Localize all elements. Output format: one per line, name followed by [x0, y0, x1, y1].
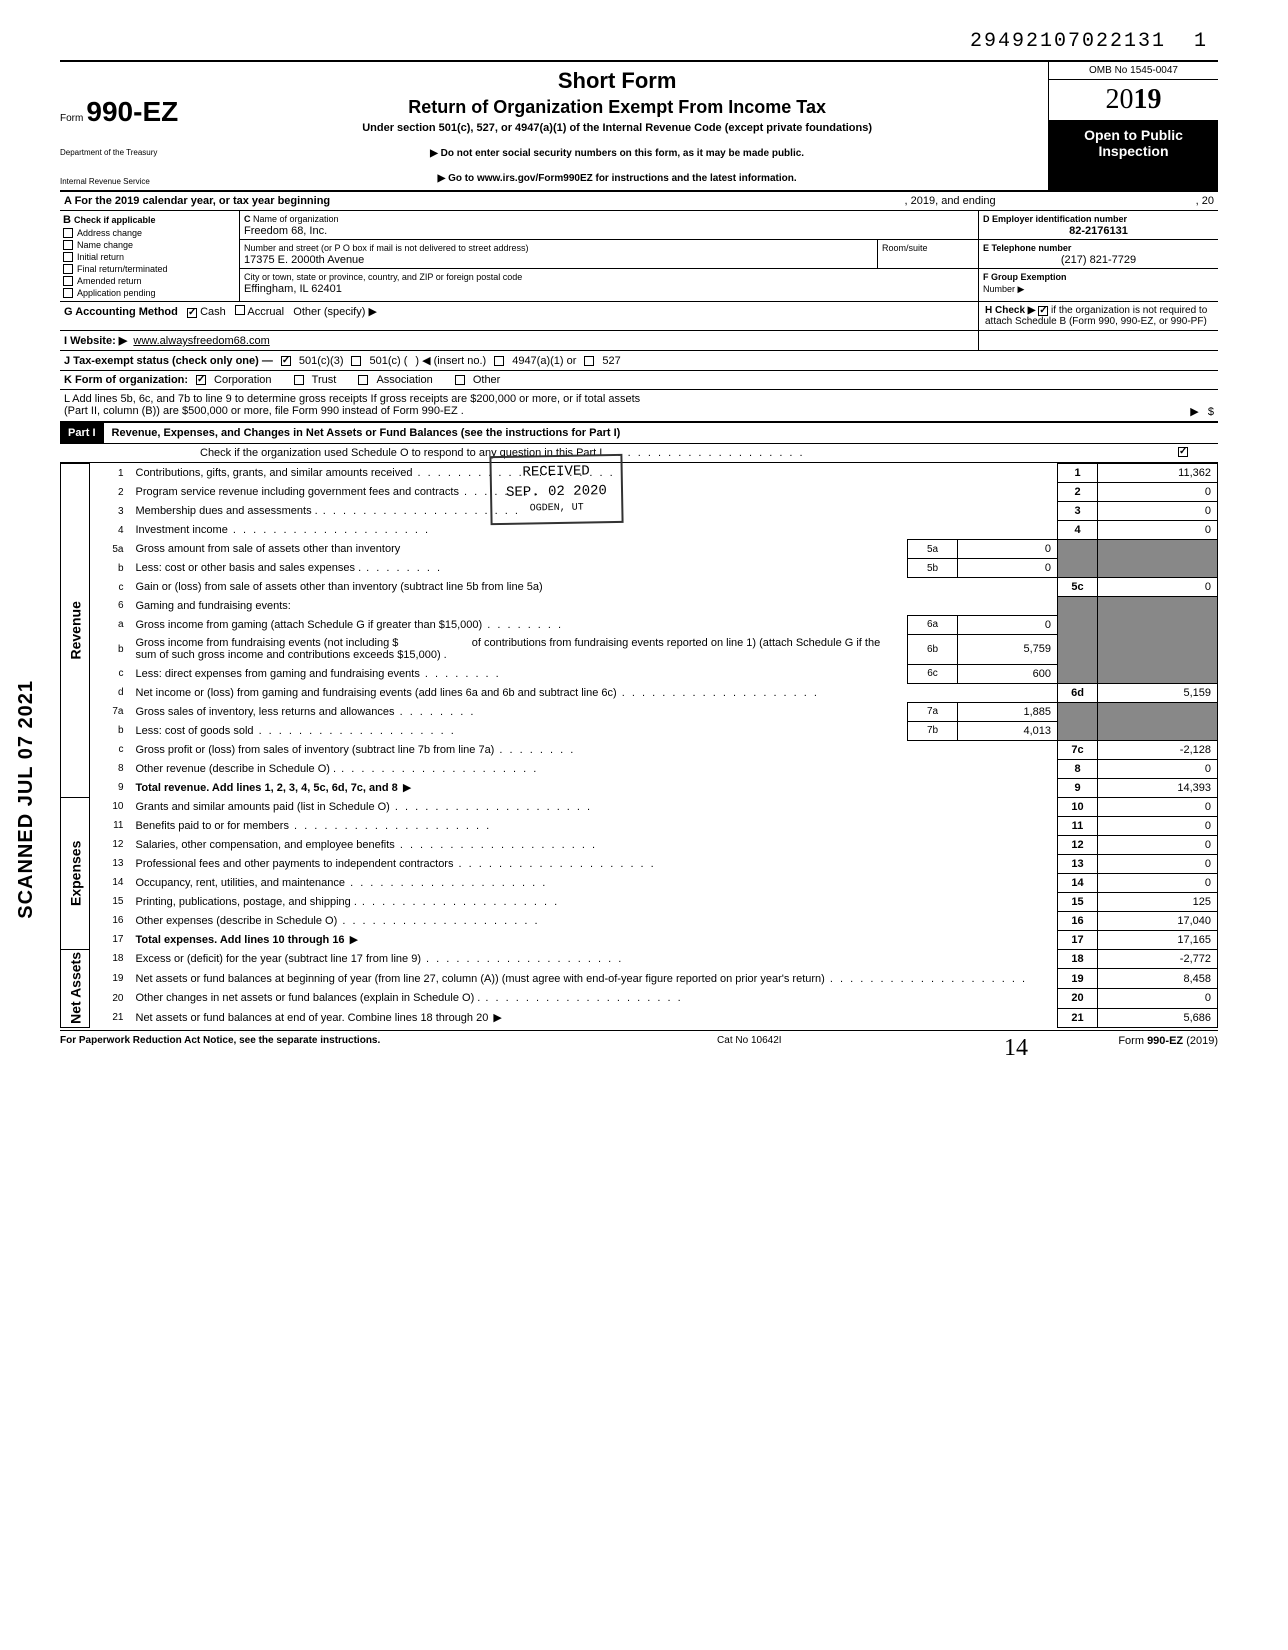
form-label: Form — [60, 113, 83, 124]
line-6a-amt: 0 — [958, 615, 1058, 634]
goto-url: ▶ Go to www.irs.gov/Form990EZ for instru… — [196, 173, 1038, 184]
telephone: (217) 821-7729 — [983, 254, 1214, 266]
received-stamp: RECEIVED SEP. 02 2020 OGDEN, UT — [489, 454, 623, 525]
revenue-label: Revenue — [61, 464, 90, 798]
expenses-label: Expenses — [61, 797, 90, 949]
dept-irs: Internal Revenue Service — [60, 177, 178, 186]
city-state-zip: Effingham, IL 62401 — [244, 283, 342, 295]
cb-accrual[interactable] — [235, 305, 245, 315]
cb-501c3[interactable] — [281, 356, 291, 366]
line-4-amt: 0 — [1098, 521, 1218, 540]
part-1-header: Part I Revenue, Expenses, and Changes in… — [60, 423, 1218, 444]
line-3-amt: 0 — [1098, 502, 1218, 521]
form-header: Form 990-EZ Department of the Treasury I… — [60, 60, 1218, 192]
form-number: 990-EZ — [86, 96, 178, 127]
page-number: 29492107022131 1 — [970, 30, 1208, 53]
row-a-calendar-year: A For the 2019 calendar year, or tax yea… — [60, 192, 1218, 211]
line-7c-amt: -2,128 — [1098, 740, 1218, 759]
ein: 82-2176131 — [983, 225, 1214, 237]
line-17-amt: 17,165 — [1098, 930, 1218, 949]
line-11-amt: 0 — [1098, 816, 1218, 835]
open-to-public: Open to Public Inspection — [1049, 121, 1218, 190]
cb-schedule-b[interactable] — [1038, 306, 1048, 316]
net-assets-label: Net Assets — [61, 949, 90, 1028]
cb-address-change[interactable]: Address change — [63, 228, 236, 238]
line-9-amt: 14,393 — [1098, 778, 1218, 797]
line-10-amt: 0 — [1098, 797, 1218, 816]
org-name: Freedom 68, Inc. — [244, 225, 327, 237]
ssn-warning: ▶ Do not enter social security numbers o… — [196, 148, 1038, 159]
line-13-amt: 0 — [1098, 854, 1218, 873]
line-6b-amt: 5,759 — [958, 634, 1058, 664]
line-19-amt: 8,458 — [1098, 969, 1218, 989]
row-i-website: I Website: ▶ www.alwaysfreedom68.com — [60, 331, 978, 350]
line-12-amt: 0 — [1098, 835, 1218, 854]
line-14-amt: 0 — [1098, 873, 1218, 892]
line-18-amt: -2,772 — [1098, 949, 1218, 969]
cb-501c[interactable] — [351, 356, 361, 366]
scanned-stamp: SCANNED JUL 07 2021 — [15, 680, 38, 919]
line-15-amt: 125 — [1098, 892, 1218, 911]
line-5b-amt: 0 — [958, 559, 1058, 578]
part-1-table: Revenue 1 Contributions, gifts, grants, … — [60, 463, 1218, 1028]
cb-association[interactable] — [358, 375, 368, 385]
short-form-title: Short Form — [196, 68, 1038, 94]
line-7a-amt: 1,885 — [958, 702, 1058, 721]
schedule-o-check: Check if the organization used Schedule … — [60, 444, 1218, 463]
subtitle: Under section 501(c), 527, or 4947(a)(1)… — [196, 122, 1038, 134]
cb-other[interactable] — [455, 375, 465, 385]
cb-amended[interactable]: Amended return — [63, 276, 236, 286]
cb-schedule-o[interactable] — [1178, 447, 1188, 457]
cb-name-change[interactable]: Name change — [63, 240, 236, 250]
line-16-amt: 17,040 — [1098, 911, 1218, 930]
cb-final-return[interactable]: Final return/terminated — [63, 264, 236, 274]
line-5c-amt: 0 — [1098, 578, 1218, 597]
cb-4947[interactable] — [494, 356, 504, 366]
cb-initial-return[interactable]: Initial return — [63, 252, 236, 262]
cb-corporation[interactable] — [196, 375, 206, 385]
line-2-amt: 0 — [1098, 483, 1218, 502]
row-j-tax-status: J Tax-exempt status (check only one) — 5… — [60, 351, 1218, 371]
cb-trust[interactable] — [294, 375, 304, 385]
row-l-gross-receipts: L Add lines 5b, 6c, and 7b to line 9 to … — [60, 390, 1218, 423]
cb-application-pending[interactable]: Application pending — [63, 288, 236, 298]
cb-527[interactable] — [584, 356, 594, 366]
line-6c-amt: 600 — [958, 664, 1058, 683]
line-7b-amt: 4,013 — [958, 721, 1058, 740]
line-8-amt: 0 — [1098, 759, 1218, 778]
line-1-amt: 11,362 — [1098, 464, 1218, 483]
return-title: Return of Organization Exempt From Incom… — [196, 97, 1038, 118]
section-b-identity: B Check if applicable Address change Nam… — [60, 211, 1218, 302]
row-g-accounting: G Accounting Method Cash Accrual Other (… — [60, 302, 978, 330]
line-5a-amt: 0 — [958, 540, 1058, 559]
page-footer: For Paperwork Reduction Act Notice, see … — [60, 1030, 1218, 1047]
street-address: 17375 E. 2000th Avenue — [244, 254, 364, 266]
dept-treasury: Department of the Treasury — [60, 148, 178, 157]
omb-number: OMB No 1545-0047 — [1049, 62, 1218, 80]
row-k-form-org: K Form of organization: Corporation Trus… — [60, 371, 1218, 390]
handwritten-14: 14 — [1004, 1035, 1028, 1062]
row-h: H Check ▶ if the organization is not req… — [978, 302, 1218, 330]
line-20-amt: 0 — [1098, 988, 1218, 1008]
line-6d-amt: 5,159 — [1098, 683, 1218, 702]
cb-cash[interactable] — [187, 308, 197, 318]
line-21-amt: 5,686 — [1098, 1008, 1218, 1028]
tax-year: 2019 — [1049, 80, 1218, 121]
